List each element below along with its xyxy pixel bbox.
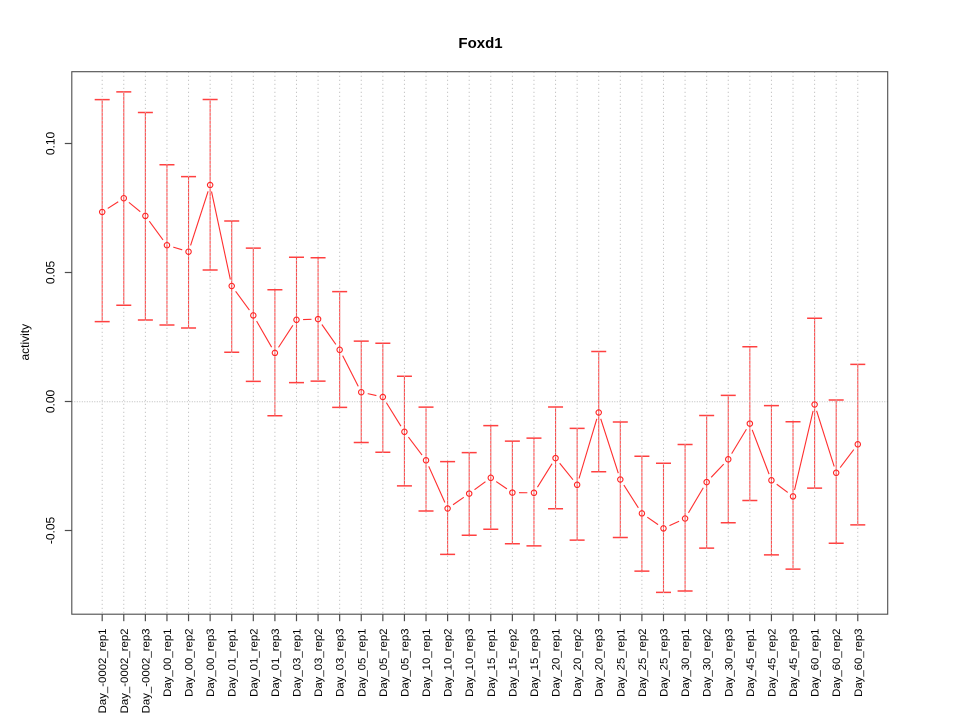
svg-text:Day_01_rep3: Day_01_rep3 (270, 629, 282, 697)
svg-text:Day_30_rep3: Day_30_rep3 (723, 629, 735, 697)
svg-text:Day_-0002_rep2: Day_-0002_rep2 (119, 629, 131, 714)
svg-text:0.05: 0.05 (44, 260, 58, 284)
svg-text:Day_00_rep1: Day_00_rep1 (162, 629, 174, 697)
svg-text:Day_30_rep2: Day_30_rep2 (702, 629, 714, 697)
svg-text:Day_25_rep1: Day_25_rep1 (615, 629, 627, 697)
svg-text:Day_20_rep2: Day_20_rep2 (572, 629, 584, 697)
svg-text:Day_10_rep1: Day_10_rep1 (421, 629, 433, 697)
svg-text:Day_00_rep3: Day_00_rep3 (205, 629, 217, 697)
svg-text:Day_05_rep2: Day_05_rep2 (378, 629, 390, 697)
svg-text:Day_45_rep2: Day_45_rep2 (766, 629, 778, 697)
svg-text:Day_60_rep1: Day_60_rep1 (810, 629, 822, 697)
svg-text:Day_10_rep3: Day_10_rep3 (464, 629, 476, 697)
svg-text:0.00: 0.00 (44, 389, 58, 413)
svg-text:Day_05_rep1: Day_05_rep1 (356, 629, 368, 697)
svg-text:Day_15_rep1: Day_15_rep1 (486, 629, 498, 697)
svg-text:Day_25_rep3: Day_25_rep3 (658, 629, 670, 697)
svg-text:Day_20_rep1: Day_20_rep1 (551, 629, 563, 697)
svg-text:Day_30_rep1: Day_30_rep1 (680, 629, 692, 697)
svg-text:Day_03_rep1: Day_03_rep1 (291, 629, 303, 697)
svg-text:Day_15_rep2: Day_15_rep2 (507, 629, 519, 697)
svg-text:Day_-0002_rep3: Day_-0002_rep3 (140, 629, 152, 714)
svg-text:Day_20_rep3: Day_20_rep3 (594, 629, 606, 697)
svg-text:Day_03_rep2: Day_03_rep2 (313, 629, 325, 697)
svg-text:Day_60_rep3: Day_60_rep3 (853, 629, 865, 697)
svg-text:0.10: 0.10 (44, 131, 58, 155)
svg-text:activity: activity (18, 324, 32, 361)
svg-text:Day_01_rep1: Day_01_rep1 (227, 629, 239, 697)
svg-text:Day_60_rep2: Day_60_rep2 (831, 629, 843, 697)
svg-text:Day_03_rep3: Day_03_rep3 (335, 629, 347, 697)
svg-text:Day_05_rep3: Day_05_rep3 (399, 629, 411, 697)
svg-text:Day_15_rep3: Day_15_rep3 (529, 629, 541, 697)
svg-text:Day_-0002_rep1: Day_-0002_rep1 (97, 629, 109, 714)
svg-text:Day_00_rep2: Day_00_rep2 (184, 629, 196, 697)
svg-text:Day_45_rep3: Day_45_rep3 (788, 629, 800, 697)
svg-text:Day_25_rep2: Day_25_rep2 (637, 629, 649, 697)
svg-text:Foxd1: Foxd1 (458, 35, 502, 52)
svg-text:Day_01_rep2: Day_01_rep2 (248, 629, 260, 697)
svg-text:-0.05: -0.05 (44, 517, 58, 545)
svg-text:Day_10_rep2: Day_10_rep2 (443, 629, 455, 697)
svg-text:Day_45_rep1: Day_45_rep1 (745, 629, 757, 697)
